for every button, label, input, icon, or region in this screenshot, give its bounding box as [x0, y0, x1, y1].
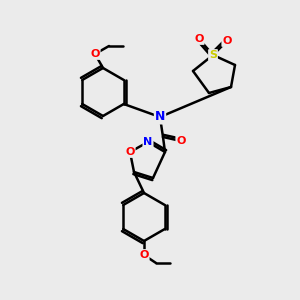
- Text: O: O: [125, 147, 135, 157]
- Text: S: S: [209, 50, 217, 60]
- Text: N: N: [143, 137, 153, 147]
- Text: O: O: [139, 250, 149, 260]
- Text: O: O: [194, 34, 204, 44]
- Text: O: O: [90, 49, 100, 59]
- Text: O: O: [176, 136, 186, 146]
- Text: O: O: [222, 36, 232, 46]
- Text: N: N: [155, 110, 165, 124]
